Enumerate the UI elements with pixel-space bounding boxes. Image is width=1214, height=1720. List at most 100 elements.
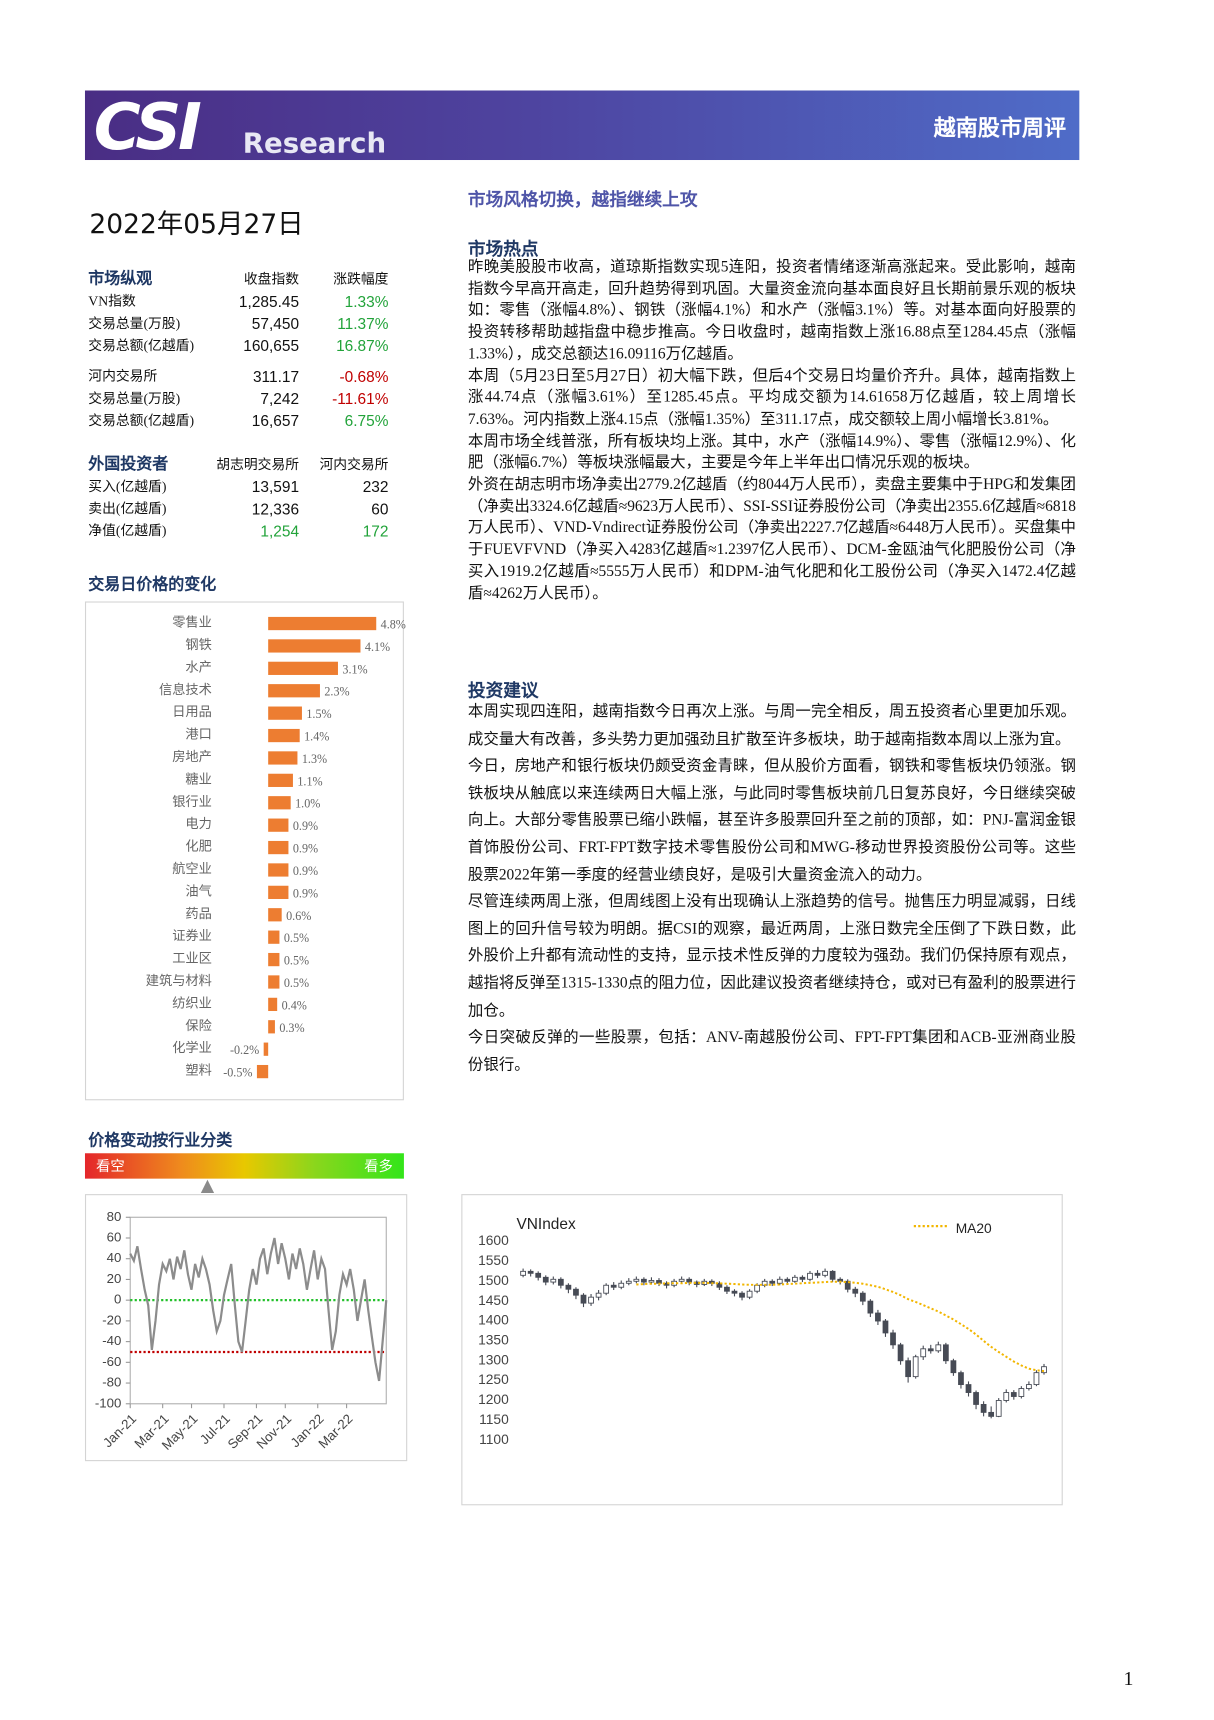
candle-body: [965, 1384, 972, 1393]
candle-body: [580, 1294, 587, 1304]
candle-body: [520, 1270, 526, 1276]
category-label: 钢铁: [185, 637, 211, 652]
candle-body: [625, 1280, 632, 1284]
category-label: 证券业: [172, 928, 212, 943]
paragraph: 尽管连续两周上涨，但周线图上没有出现确认上涨趋势的信号。抛售压力明显减弱，日线图…: [467, 894, 1077, 1020]
cell-value: 160,655: [243, 336, 300, 355]
bar: [268, 728, 300, 743]
row-label: 市场纵观: [88, 270, 153, 289]
sentiment-gauge: 看空 看多: [84, 1153, 404, 1179]
y-tick-label: 60: [107, 1229, 122, 1244]
candle-body: [678, 1278, 685, 1282]
candle-body: [603, 1284, 610, 1294]
category-label: 保险: [185, 1018, 211, 1033]
cell-value: 1,254: [260, 522, 300, 540]
candle-body: [1003, 1392, 1010, 1401]
bar: [268, 616, 377, 631]
candle-body: [542, 1276, 549, 1283]
bar: [268, 706, 302, 720]
candle-body: [912, 1356, 919, 1378]
candle-body: [920, 1348, 927, 1358]
cell-value: 13,591: [251, 477, 300, 496]
plot-frame: [129, 1216, 387, 1405]
row-label: 交易总量(万股): [88, 390, 181, 407]
cell-value: 胡志明交易所: [216, 456, 300, 473]
candle-body: [686, 1278, 693, 1283]
candle-body: [988, 1411, 995, 1417]
candle-body: [588, 1296, 594, 1304]
value-label: 2.3%: [324, 685, 349, 699]
candle-body: [746, 1290, 753, 1298]
paragraph: 今日突破反弹的一些股票，包括：ANV-南越股份公司、FPT-FPT集团和ACB-…: [467, 1029, 1077, 1074]
paragraph: 外资在胡志明市场净卖出2779.2亿越盾（约8044万人民币），卖盘主要集中于H…: [467, 476, 1077, 603]
legend-label: MA20: [956, 1221, 992, 1236]
candle-body: [633, 1278, 640, 1282]
cell-value: 1,285.45: [238, 292, 300, 311]
candle-body: [724, 1286, 730, 1292]
chart-frame: [84, 601, 404, 1101]
category-label: 信息技术: [159, 681, 212, 697]
value-label: 1.0%: [295, 797, 320, 811]
candle-body: [942, 1344, 949, 1362]
candle-body: [905, 1360, 911, 1378]
cell-value: 232: [362, 477, 389, 496]
value-label: 1.3%: [302, 752, 327, 766]
candle-body: [814, 1272, 821, 1276]
value-label: 0.9%: [293, 864, 318, 878]
y-tick-label: 40: [107, 1250, 122, 1265]
value-label: 0.9%: [293, 886, 318, 900]
row-label: 交易总额(亿越盾): [88, 337, 195, 354]
bar: [268, 1020, 275, 1034]
category-label: 塑料: [185, 1063, 211, 1078]
candle-body: [573, 1288, 579, 1296]
hotspots-body: 昨晚美股股市收高，道琼斯指数实现5连阳，投资者情绪逐渐高涨起来。受此影响，越南指…: [468, 257, 1076, 605]
category-label: 零售业: [172, 615, 212, 630]
y-tick-label: 1600: [478, 1233, 509, 1248]
candle-body: [875, 1312, 881, 1322]
value-label: -0.2%: [230, 1043, 259, 1057]
y-tick-label: 0: [114, 1292, 121, 1307]
cell-value: 11.37%: [337, 314, 389, 333]
category-label: 糖业: [185, 771, 211, 786]
cell-value: 311.17: [252, 367, 300, 386]
candle-body: [618, 1282, 625, 1288]
bar: [268, 639, 361, 653]
category-label: 纺织业: [172, 995, 212, 1010]
value-label: 1.5%: [306, 707, 331, 721]
y-tick-label: 1350: [478, 1333, 509, 1348]
candle-body: [807, 1272, 813, 1280]
bar: [263, 1042, 269, 1056]
value-label: 0.5%: [284, 976, 309, 990]
bar: [268, 952, 280, 967]
candle-body: [595, 1292, 602, 1298]
bar: [268, 930, 280, 944]
bar: [268, 773, 293, 787]
bar: [268, 796, 291, 810]
chart-frame: [461, 1194, 1063, 1506]
paragraph: 本周实现四连阳，越南指数今日再次上涨。与周一完全相反，周五投资者心里更加乐观。成…: [467, 704, 1077, 748]
cell-value: -11.61%: [332, 389, 389, 408]
value-label: 3.1%: [342, 662, 367, 676]
report-title: 越南股市周评: [933, 114, 1067, 142]
indicator-line: [129, 1237, 388, 1382]
cell-value: 6.75%: [344, 411, 389, 430]
row-label: 卖出(亿越盾): [88, 501, 167, 517]
y-tick-label: 80: [107, 1209, 122, 1224]
value-label: -0.5%: [223, 1066, 252, 1080]
page-number: 1: [1123, 1667, 1134, 1690]
bar: [268, 997, 278, 1012]
paragraph: 本周市场全线普涨，所有板块均上涨。其中，水产（涨幅14.9%）、零售（涨幅12.…: [467, 433, 1077, 472]
cell-value: 12,336: [251, 499, 300, 518]
cell-value: 172: [362, 522, 389, 540]
candle-body: [648, 1280, 655, 1283]
row-label: 交易总额(亿越盾): [88, 412, 195, 429]
candle-body: [890, 1332, 896, 1346]
bar: [268, 885, 289, 899]
bar: [268, 661, 338, 675]
candle-body: [822, 1270, 828, 1276]
y-tick-label: 1300: [478, 1352, 509, 1367]
candle-body: [897, 1344, 904, 1362]
bar: [268, 975, 280, 989]
